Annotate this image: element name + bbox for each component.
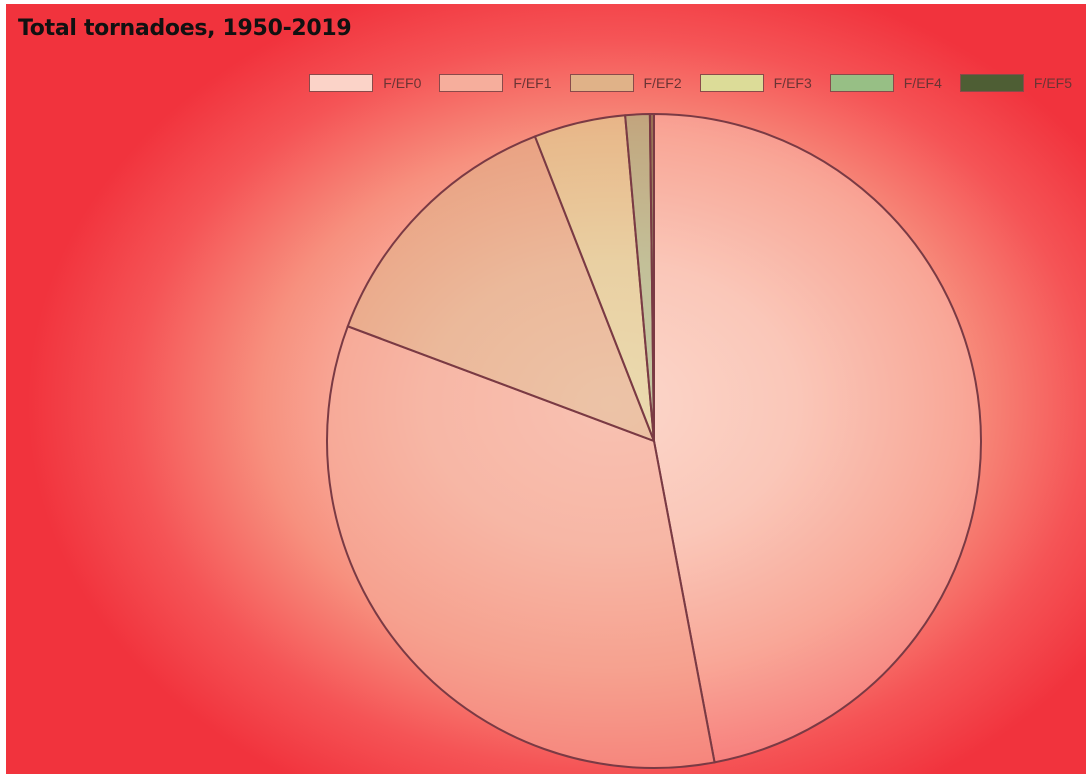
pie-chart	[6, 4, 1086, 774]
pie-slice-f-ef0[interactable]	[654, 114, 981, 762]
chart-frame: Total tornadoes, 1950-2019 F/EF0 F/EF1 F…	[6, 4, 1086, 774]
